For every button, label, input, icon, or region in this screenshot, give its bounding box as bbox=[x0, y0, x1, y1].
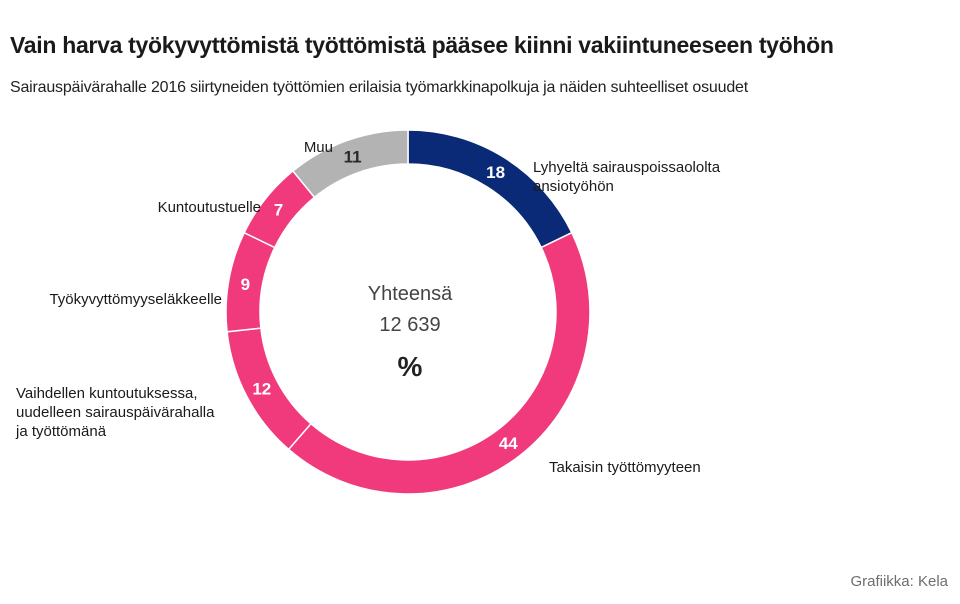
slice-value-label: 7 bbox=[274, 201, 283, 220]
donut-slice bbox=[225, 231, 276, 333]
slice-value-label: 11 bbox=[344, 148, 362, 167]
source-credit: Grafiikka: Kela bbox=[850, 573, 948, 590]
slice-value-label: 18 bbox=[486, 163, 505, 182]
slice-category-label: Muu bbox=[304, 139, 333, 156]
slice-category-label: Takaisin työttömyyteen bbox=[549, 459, 701, 476]
slice-category-label: Vaihdellen kuntoutuksessa, uudelleen sair… bbox=[15, 385, 215, 440]
donut-slice bbox=[291, 129, 409, 199]
donut-slices bbox=[225, 129, 591, 495]
slice-value-label: 12 bbox=[252, 380, 271, 399]
center-total-label: Yhteensä bbox=[368, 283, 453, 305]
slice-category-label: Lyhyeltä sairauspoissaololta ansiotyöhön bbox=[533, 159, 721, 195]
center-unit: % bbox=[398, 351, 423, 382]
chart-title: Vain harva työkyvyttömistä työttömistä p… bbox=[10, 32, 834, 58]
slice-value-label: 44 bbox=[499, 434, 518, 453]
slice-category-label: Kuntoutustuelle bbox=[158, 199, 261, 216]
slice-value-labels: 18 44 12 9 7 11 bbox=[241, 148, 519, 453]
center-total-value: 12 639 bbox=[379, 314, 440, 336]
slice-category-labels: Lyhyeltä sairauspoissaololta ansiotyöhön T… bbox=[15, 139, 721, 476]
slice-category-label: Työkyvyttömyyseläkkeelle bbox=[49, 291, 222, 308]
chart-subtitle: Sairauspäivärahalle 2016 siirtyneiden ty… bbox=[10, 79, 748, 96]
donut-slice bbox=[287, 231, 591, 495]
slice-value-label: 9 bbox=[241, 275, 250, 294]
